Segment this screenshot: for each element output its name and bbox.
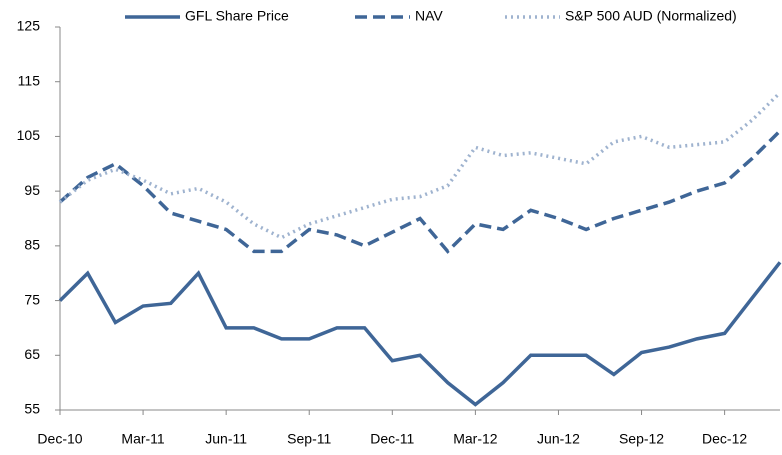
y-tick-label: 115	[18, 72, 41, 88]
x-tick-label: Dec-12	[702, 431, 747, 447]
y-tick-label: 125	[17, 18, 41, 34]
y-tick-label: 75	[24, 291, 40, 307]
y-tick-label: 105	[17, 127, 41, 143]
x-tick-label: Dec-11	[370, 431, 414, 447]
legend-label: GFL Share Price	[185, 8, 289, 24]
x-tick-label: Jun-11	[205, 431, 247, 447]
y-tick-label: 65	[24, 346, 40, 362]
y-tick-label: 95	[24, 182, 40, 198]
x-tick-label: Dec-10	[37, 431, 82, 447]
legend-label: NAV	[415, 8, 443, 24]
series-line	[58, 261, 782, 407]
x-tick-label: Mar-12	[453, 431, 498, 447]
x-tick-label: Mar-11	[121, 431, 165, 447]
y-tick-label: 85	[24, 237, 40, 253]
x-tick-label: Sep-11	[287, 431, 331, 447]
series-line	[58, 129, 782, 254]
x-tick-label: Jun-12	[537, 431, 580, 447]
legend-label: S&P 500 AUD (Normalized)	[565, 8, 737, 24]
series-line	[58, 91, 782, 240]
y-tick-label: 55	[24, 401, 40, 417]
x-tick-label: Sep-12	[619, 431, 664, 447]
